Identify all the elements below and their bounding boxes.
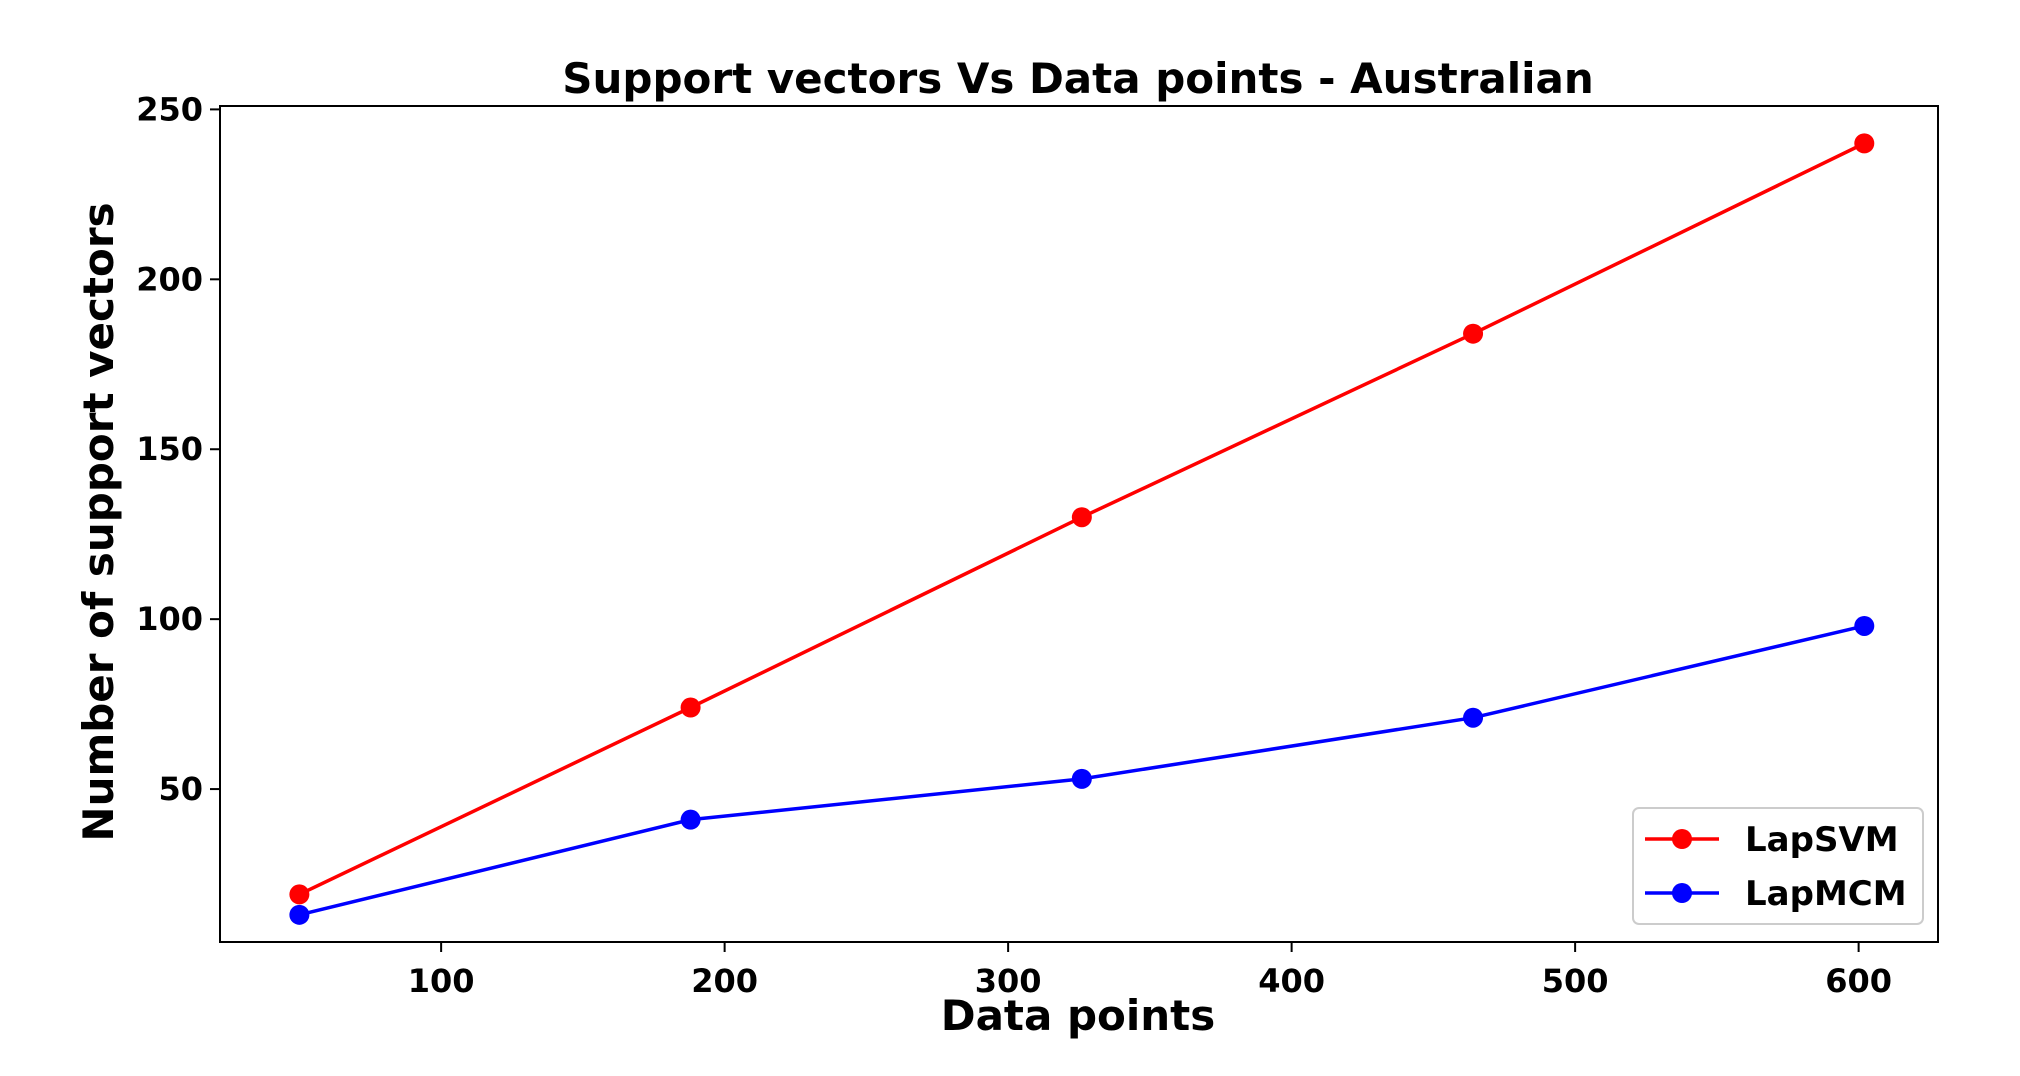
x-tick-label: 500 — [1542, 962, 1609, 1000]
x-axis-title: Data points — [941, 991, 1216, 1040]
data-point-lapmcm — [680, 809, 701, 830]
data-point-lapsvm — [289, 884, 310, 905]
x-tick-label: 400 — [1258, 962, 1325, 1000]
legend-label-lapsvm: LapSVM — [1745, 820, 1899, 860]
x-tick-label: 600 — [1825, 962, 1892, 1000]
y-tick-label: 100 — [136, 600, 203, 638]
data-point-lapmcm — [1854, 615, 1875, 636]
y-tick-label: 50 — [158, 770, 203, 808]
x-tick-label: 200 — [691, 962, 758, 1000]
legend-marker-lapsvm — [1672, 829, 1692, 849]
y-axis-title: Number of support vectors — [74, 202, 123, 841]
data-point-lapsvm — [1463, 323, 1484, 344]
x-tick-label: 300 — [975, 962, 1042, 1000]
data-point-lapsvm — [680, 697, 701, 718]
data-point-lapsvm — [1854, 133, 1875, 154]
y-tick-label: 150 — [136, 430, 203, 468]
legend-label-lapmcm: LapMCM — [1745, 874, 1907, 914]
data-point-lapmcm — [1071, 768, 1092, 789]
data-point-lapmcm — [1463, 707, 1484, 728]
y-tick-label: 250 — [136, 90, 203, 128]
x-tick-label: 100 — [408, 962, 475, 1000]
plot-area: 100 200 300 400 500 600 50 100 150 200 250 LapSVM La… — [136, 90, 1939, 1000]
y-tick-label: 200 — [136, 260, 203, 298]
data-point-lapmcm — [289, 904, 310, 925]
legend-marker-lapmcm — [1672, 883, 1692, 903]
data-point-lapsvm — [1071, 507, 1092, 528]
plot-frame — [219, 105, 1939, 943]
legend — [1632, 807, 1924, 925]
chart-title: Support vectors Vs Data points - Austral… — [562, 54, 1593, 103]
